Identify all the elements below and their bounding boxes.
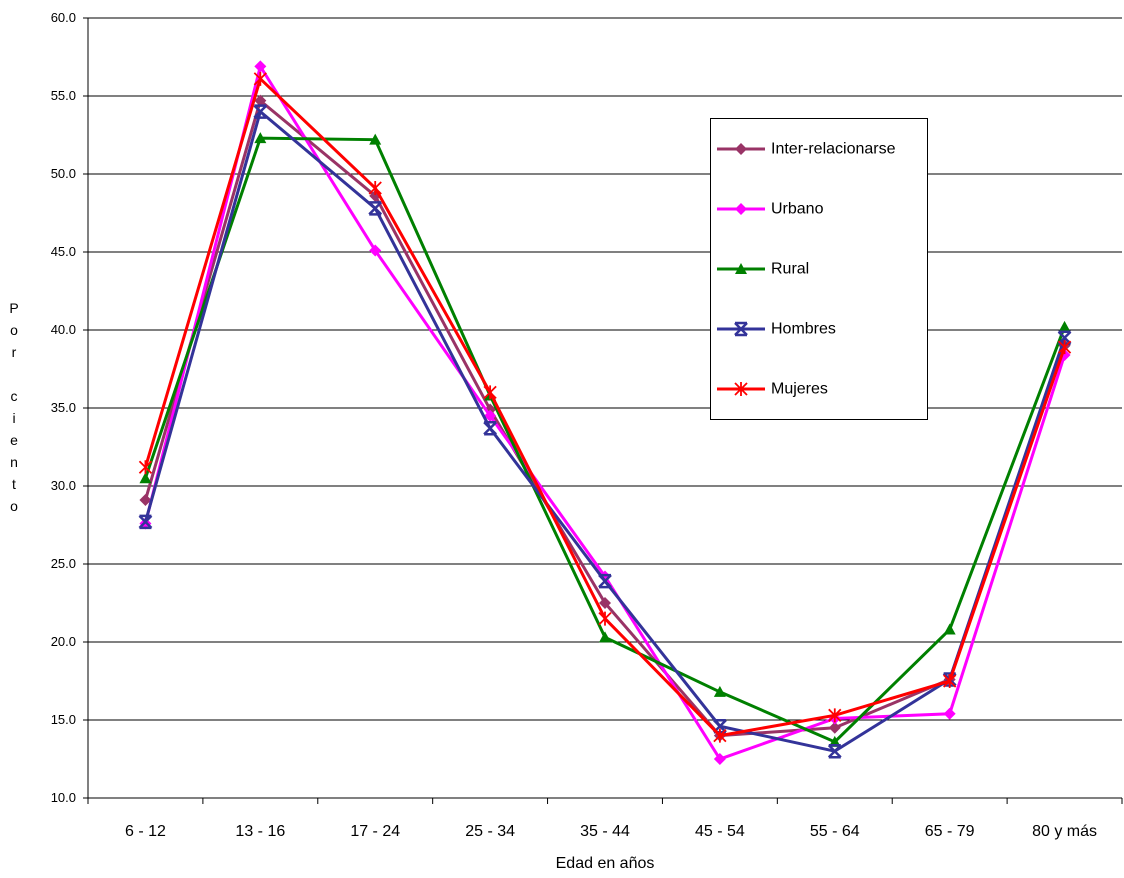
x-tick-label: 65 - 79 <box>925 823 975 840</box>
legend-item: Mujeres <box>711 359 927 419</box>
marker <box>1057 330 1072 346</box>
marker <box>138 460 153 475</box>
marker <box>713 685 726 697</box>
marker <box>483 385 497 400</box>
series <box>139 94 1071 742</box>
marker <box>1058 320 1071 332</box>
marker <box>1057 340 1072 355</box>
marker <box>254 132 267 144</box>
y-tick-label: 60.0 <box>51 10 76 25</box>
series <box>138 104 1072 759</box>
series <box>139 60 1071 765</box>
marker <box>254 60 267 73</box>
legend-label: Urbano <box>771 200 824 218</box>
y-tick-label: 40.0 <box>51 322 76 337</box>
legend-item: Inter-relacionarse <box>711 119 927 179</box>
y-tick-label: 25.0 <box>51 556 76 571</box>
series <box>138 71 1072 743</box>
marker <box>253 104 268 119</box>
legend: Inter-relacionarse Urbano Rural Hombres Muje… <box>710 118 928 420</box>
legend-label: Hombres <box>771 320 836 338</box>
marker <box>369 244 382 257</box>
y-tick-label: 15.0 <box>51 712 76 727</box>
legend-label: Inter-relacionarse <box>771 140 896 158</box>
legend-swatch <box>717 382 765 396</box>
marker <box>483 421 497 436</box>
marker <box>253 71 267 86</box>
marker <box>713 753 726 765</box>
marker <box>138 514 153 530</box>
marker <box>713 718 727 734</box>
y-tick-label: 35.0 <box>51 400 76 415</box>
marker <box>599 597 611 609</box>
marker <box>735 263 747 274</box>
marker <box>734 321 748 337</box>
marker <box>599 631 611 643</box>
marker <box>943 623 956 635</box>
legend-swatch <box>717 263 765 274</box>
x-tick-label: 6 - 12 <box>125 823 166 840</box>
legend-label: Rural <box>771 260 810 278</box>
marker <box>484 409 497 422</box>
x-tick-label: 80 y más <box>1032 823 1097 840</box>
y-axis-title: Por ciento <box>6 300 22 520</box>
marker <box>713 728 727 743</box>
marker <box>735 143 747 155</box>
marker <box>827 743 842 759</box>
x-tick-label: 17 - 24 <box>350 823 400 840</box>
x-tick-label: 13 - 16 <box>235 823 285 840</box>
x-axis-title: Edad en años <box>556 855 655 872</box>
y-tick-label: 20.0 <box>51 634 76 649</box>
y-tick-label: 45.0 <box>51 244 76 259</box>
legend-item: Hombres <box>711 299 927 359</box>
marker <box>828 721 841 734</box>
marker <box>735 203 747 215</box>
x-tick-label: 55 - 64 <box>810 823 860 840</box>
marker <box>368 181 382 196</box>
marker <box>139 494 152 507</box>
legend-swatch <box>717 143 765 155</box>
legend-item: Urbano <box>711 179 927 239</box>
marker <box>734 382 748 396</box>
marker <box>598 611 612 626</box>
marker <box>598 573 612 589</box>
y-tick-label: 30.0 <box>51 478 76 493</box>
marker <box>139 472 152 484</box>
marker <box>943 674 957 688</box>
marker <box>368 201 383 216</box>
x-tick-label: 35 - 44 <box>580 823 630 840</box>
y-tick-label: 55.0 <box>51 88 76 103</box>
y-tick-label: 10.0 <box>51 790 76 805</box>
legend-swatch <box>717 321 765 337</box>
x-tick-label: 25 - 34 <box>465 823 515 840</box>
series <box>139 132 1071 747</box>
legend-label: Mujeres <box>771 380 828 398</box>
legend-item: Rural <box>711 239 927 299</box>
y-tick-label: 50.0 <box>51 166 76 181</box>
marker <box>254 94 267 107</box>
marker <box>943 707 956 720</box>
legend-swatch <box>717 203 765 215</box>
x-tick-label: 45 - 54 <box>695 823 745 840</box>
marker <box>369 133 382 145</box>
marker <box>828 708 842 723</box>
